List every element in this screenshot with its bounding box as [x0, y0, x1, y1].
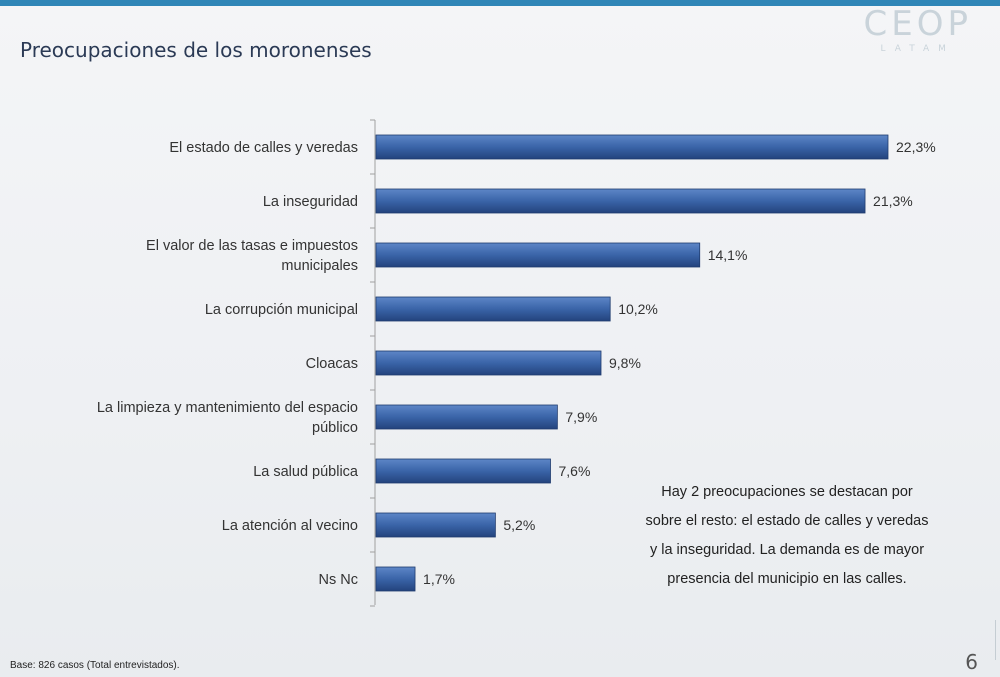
bar	[375, 134, 889, 160]
category-label: La atención al vecino	[222, 518, 358, 534]
value-label: 1,7%	[423, 571, 455, 587]
bar	[375, 242, 701, 268]
logo-main: CEOP	[863, 4, 972, 44]
bar	[375, 296, 611, 322]
bar-chart: 22,3% El estado de calles y veredas 21,3% L…	[97, 119, 936, 607]
value-label: 10,2%	[618, 301, 658, 317]
note-line: y la inseguridad. La demanda es de mayor	[649, 542, 925, 558]
logo-sub: LATAM	[880, 44, 955, 54]
value-label: 5,2%	[503, 517, 535, 533]
top-accent-bar	[0, 0, 1000, 6]
annotation-note: Hay 2 preocupaciones se destacan por sob…	[622, 478, 952, 594]
base-footnote: Base: 826 casos (Total entrevistados).	[10, 660, 180, 671]
category-label: El estado de calles y veredas	[169, 140, 358, 156]
page-title: Preocupaciones de los moronenses	[20, 38, 372, 62]
value-label: 9,8%	[609, 355, 641, 371]
category-label: La limpieza y mantenimiento del espacio p…	[97, 400, 358, 436]
page-number-divider	[995, 620, 996, 660]
note-line: sobre el resto: el estado de calles y ve…	[645, 513, 929, 529]
bar	[375, 458, 551, 484]
category-label: Ns Nc	[319, 572, 358, 588]
value-label: 21,3%	[873, 193, 913, 209]
value-label: 14,1%	[708, 247, 748, 263]
category-label: La salud pública	[253, 464, 359, 480]
category-label: Cloacas	[306, 356, 358, 372]
bar	[375, 350, 602, 376]
category-label: El valor de las tasas e impuestos municip…	[146, 238, 358, 274]
value-label: 7,6%	[558, 463, 590, 479]
bar	[375, 404, 558, 430]
category-label: La corrupción municipal	[205, 302, 358, 318]
category-label: La inseguridad	[263, 194, 358, 210]
note-line: presencia del municipio en las calles.	[667, 571, 907, 587]
value-label: 22,3%	[896, 139, 936, 155]
bar	[375, 566, 416, 592]
bar	[375, 512, 496, 538]
value-label: 7,9%	[565, 409, 597, 425]
ceop-logo: CEOP LATAM	[864, 6, 973, 54]
bar	[375, 188, 866, 214]
page-number: 6	[965, 650, 978, 674]
note-line: Hay 2 preocupaciones se destacan por	[661, 484, 913, 500]
